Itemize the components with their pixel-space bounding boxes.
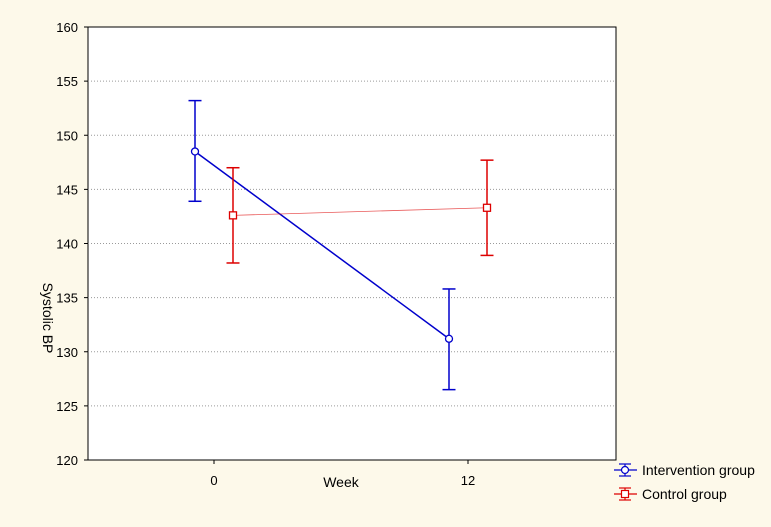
data-point-1-1 [482,203,492,212]
y-tick-label-0: 120 [56,453,78,468]
x-axis-title: Week [323,474,360,490]
grid-lines [88,80,616,407]
x-tick-label-1: 12 [461,473,475,488]
y-tick-label-8: 160 [56,20,78,35]
series-line-1 [232,207,488,216]
y-tick-label-5: 145 [56,182,78,197]
legend-marker-1 [620,489,630,499]
legend-marker-0 [620,465,630,475]
y-tick-label-3: 135 [56,291,78,306]
data-point-0-0 [190,147,200,156]
y-tick-label-6: 150 [56,128,78,143]
y-axis-ticks: 120 125 130 135 140 145 150 155 160 [56,20,88,468]
y-axis-title: Systolic BP [40,283,56,354]
legend-item-1: Control group [614,486,727,502]
legend: Intervention group Control group [614,462,755,502]
x-axis-ticks: 0 12 [210,460,475,488]
legend-label-1: Control group [642,486,727,502]
y-tick-label-4: 140 [56,237,78,252]
y-tick-label-7: 155 [56,74,78,89]
y-tick-label-1: 125 [56,399,78,414]
series-0 [188,99,456,391]
data-point-0-1 [444,334,454,343]
x-tick-label-0: 0 [210,473,217,488]
legend-item-0: Intervention group [614,462,755,478]
legend-label-0: Intervention group [642,462,755,478]
series-layer [188,99,494,391]
series-1 [226,159,494,264]
y-tick-label-2: 130 [56,345,78,360]
data-point-1-0 [228,211,238,220]
series-line-0 [194,150,450,340]
